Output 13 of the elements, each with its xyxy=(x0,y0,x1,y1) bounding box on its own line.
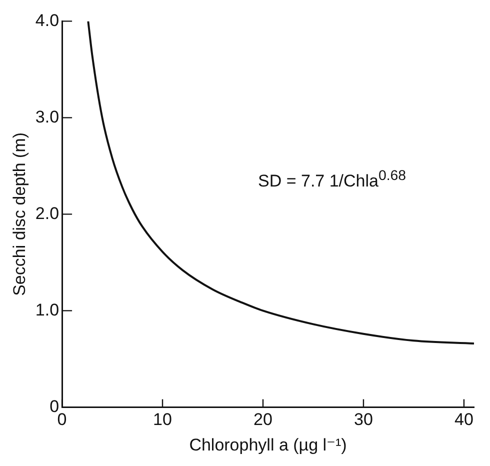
x-tick-label: 20 xyxy=(254,410,272,430)
y-tick-label: 1.0 xyxy=(35,300,60,320)
y-tick-label: 0 xyxy=(50,396,60,416)
line-series xyxy=(87,21,474,345)
y-tick-label: 4.0 xyxy=(35,10,60,30)
x-tick-label: 40 xyxy=(454,410,474,430)
y-axis-title: Secchi disc depth (m) xyxy=(10,132,29,296)
x-tick-label: 10 xyxy=(153,410,172,430)
x-axis-title: Chlorophyll a (µg l⁻¹) xyxy=(189,435,347,454)
x-tick-label: 30 xyxy=(354,410,373,430)
y-tick-label: 3.0 xyxy=(35,107,60,126)
annotation: SD = 7.7 1/Chla$^{0.68}$ xyxy=(258,168,406,192)
y-tick-label: 2.0 xyxy=(35,204,60,223)
